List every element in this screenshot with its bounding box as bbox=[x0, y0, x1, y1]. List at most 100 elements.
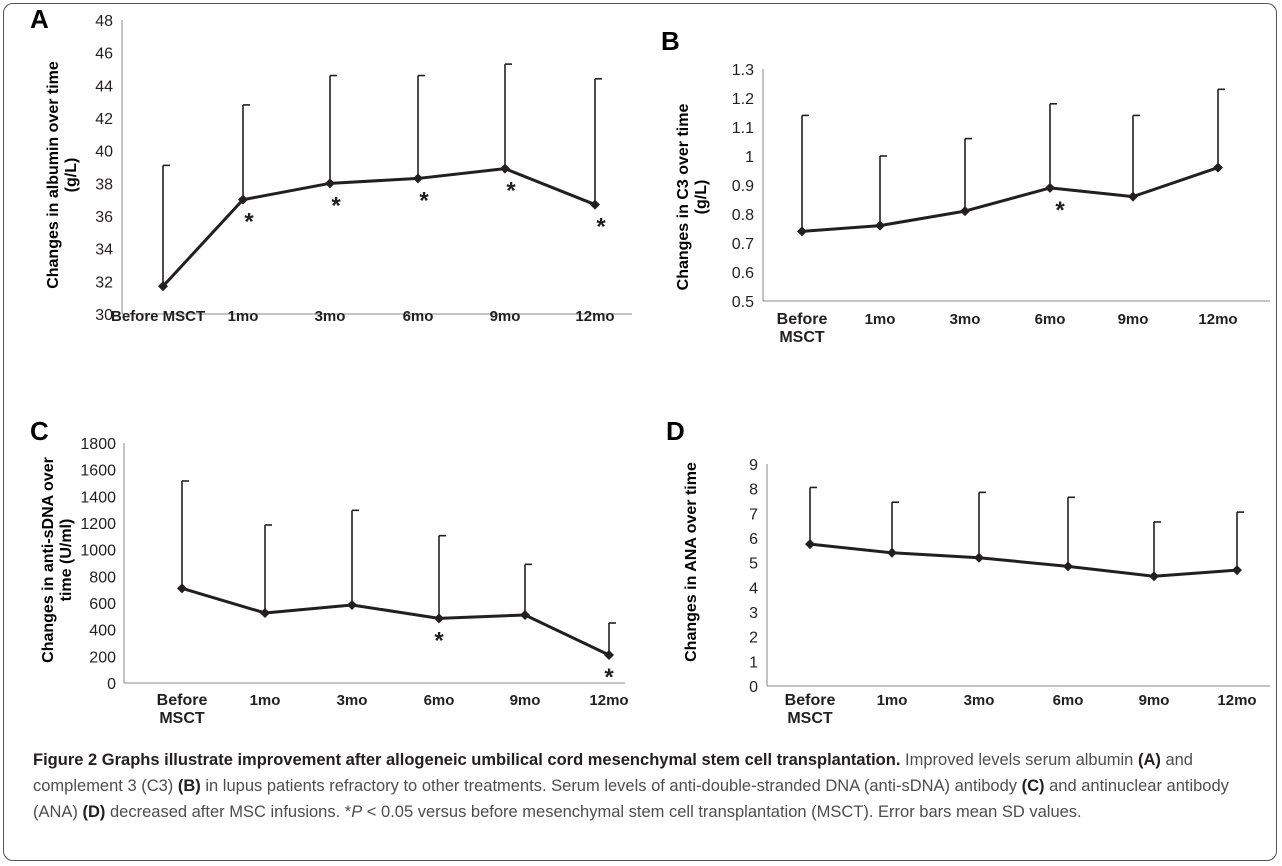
y-tick-label: 1400 bbox=[80, 489, 116, 506]
caption-p-variable: P bbox=[351, 803, 363, 821]
figure-caption: Figure 2 Graphs illustrate improvement a… bbox=[33, 747, 1248, 825]
data-point bbox=[500, 163, 510, 174]
data-point bbox=[177, 583, 187, 594]
chart-a: 30 32 34 36 38 40 42 44 46 48 Before MSCT 1mo 3mo 6mo… bbox=[95, 13, 632, 325]
x-tick-label: 9mo bbox=[490, 308, 521, 325]
x-tick-label: 6mo bbox=[403, 308, 434, 325]
x-tick-label: 12mo bbox=[575, 308, 614, 325]
y-tick-label: 0.8 bbox=[732, 207, 754, 224]
x-tick-label: 6mo bbox=[1035, 311, 1066, 328]
caption-text-1: Improved levels serum albumin bbox=[900, 751, 1138, 769]
panel-letter-b: B bbox=[661, 26, 680, 56]
caption-text-2: and complement 3 (C3) bbox=[33, 751, 1193, 795]
caption-text-5: decreased after MSC infusions. * bbox=[105, 803, 352, 821]
y-tick-label: 6 bbox=[749, 531, 758, 548]
x-tick-label: Before MSCT bbox=[785, 692, 836, 727]
y-tick-label: 34 bbox=[95, 242, 113, 259]
y-tick-label: 40 bbox=[95, 144, 113, 161]
data-point bbox=[875, 220, 885, 231]
y-tick-label: 9 bbox=[749, 457, 758, 474]
caption-text-6: < 0.05 versus before mesenchymal stem ce… bbox=[362, 803, 1082, 821]
y-tick-label: 1000 bbox=[80, 543, 116, 560]
x-tick-label: 1mo bbox=[228, 308, 259, 325]
panel-b: B Changes in C3 over time (g/L) 0.5 0.6 0.… bbox=[0, 0, 1282, 370]
data-point bbox=[347, 600, 357, 610]
panel-letter-d: D bbox=[666, 416, 685, 446]
significance-asterisk: * bbox=[244, 209, 254, 236]
x-tick-label: 3mo bbox=[315, 308, 346, 325]
series-line bbox=[181, 586, 610, 657]
y-tick-label: 7 bbox=[749, 506, 758, 523]
data-point bbox=[413, 173, 423, 184]
data-point bbox=[1045, 182, 1055, 193]
y-tick-label: 8 bbox=[749, 482, 758, 499]
y-tick-label: 800 bbox=[89, 569, 116, 586]
y-tick-label: 32 bbox=[95, 274, 113, 291]
x-tick-label: Before MSCT bbox=[111, 308, 205, 325]
y-tick-label: 0.5 bbox=[732, 294, 754, 311]
y-tick-label: 0 bbox=[749, 679, 758, 696]
x-tick-label: Before MSCT bbox=[157, 692, 208, 727]
x-tick-label: 3mo bbox=[950, 311, 981, 328]
y-tick-label: 400 bbox=[89, 623, 116, 640]
y-tick-label: 1.3 bbox=[732, 62, 754, 79]
y-tick-label: 38 bbox=[95, 176, 113, 193]
data-point bbox=[434, 613, 444, 624]
data-point bbox=[1232, 565, 1242, 576]
significance-asterisk: * bbox=[419, 187, 429, 214]
y-tick-label: 46 bbox=[95, 46, 113, 63]
significance-asterisk: * bbox=[506, 178, 516, 205]
x-tick-label: 6mo bbox=[424, 692, 455, 709]
y-tick-label: 44 bbox=[95, 78, 113, 95]
caption-title: Figure 2 Graphs illustrate improvement a… bbox=[33, 751, 901, 769]
x-tick-label: 12mo bbox=[1217, 692, 1256, 709]
figure-frame bbox=[3, 3, 1277, 861]
panel-a: A Changes in albumin over time (g/L) 30 3… bbox=[0, 0, 640, 370]
chart-b: 0.5 0.6 0.7 0.8 0.9 1 1.1 1.2 1.3 Before MSCT 1mo 3m… bbox=[732, 62, 1270, 346]
significance-asterisk: * bbox=[1055, 197, 1065, 224]
series-line bbox=[161, 167, 596, 288]
data-point bbox=[1149, 571, 1159, 582]
x-tick-label: 6mo bbox=[1053, 692, 1084, 709]
y-tick-label: 1600 bbox=[80, 463, 116, 480]
caption-text-3: in lupus patients refractory to other tr… bbox=[200, 777, 1022, 795]
data-point bbox=[604, 650, 614, 660]
chart-c: 0 200 400 600 800 1000 1200 1400 1600 1800 Before M… bbox=[80, 436, 628, 727]
y-tick-label: 3 bbox=[749, 605, 758, 622]
x-tick-label: 1mo bbox=[877, 692, 908, 709]
panel-d: D Changes in ANA over time 0 1 2 3 4 5 6 7 8 9 Bef… bbox=[666, 416, 1270, 727]
data-point bbox=[887, 547, 897, 558]
x-tick-label: 3mo bbox=[337, 692, 368, 709]
panel-c: C Changes in anti-sDNA over time (U/ml) … bbox=[0, 0, 640, 740]
x-tick-label: Before MSCT bbox=[777, 311, 828, 346]
data-point bbox=[805, 539, 815, 550]
data-point bbox=[158, 281, 168, 292]
y-tick-label: 48 bbox=[95, 13, 113, 30]
significance-asterisk: * bbox=[596, 214, 606, 241]
y-tick-label: 1.1 bbox=[732, 120, 754, 137]
caption-ref-b: (B) bbox=[177, 777, 201, 795]
y-tick-label: 42 bbox=[95, 111, 113, 128]
panel-letter-c: C bbox=[30, 416, 49, 446]
y-tick-label: 1.2 bbox=[732, 91, 754, 108]
panel-letter-a: A bbox=[30, 4, 49, 34]
series-line bbox=[809, 542, 1238, 578]
y-tick-label: 600 bbox=[89, 596, 116, 613]
data-point bbox=[974, 552, 984, 563]
data-point bbox=[1063, 561, 1073, 572]
y-tick-label: 1 bbox=[745, 149, 754, 166]
y-tick-label: 2 bbox=[749, 630, 758, 647]
y-tick-label: 1200 bbox=[80, 516, 116, 533]
x-tick-label: 9mo bbox=[1139, 692, 1170, 709]
x-tick-label: 1mo bbox=[865, 311, 896, 328]
y-tick-label: 36 bbox=[95, 209, 113, 226]
y-tick-label: 4 bbox=[749, 580, 758, 597]
x-tick-label: 1mo bbox=[250, 692, 281, 709]
y-tick-label: 1800 bbox=[80, 436, 116, 453]
significance-asterisk: * bbox=[604, 664, 614, 691]
data-point bbox=[260, 608, 270, 618]
data-point bbox=[797, 226, 807, 237]
data-point bbox=[590, 199, 600, 210]
data-point bbox=[1213, 162, 1223, 173]
data-point bbox=[238, 194, 248, 205]
